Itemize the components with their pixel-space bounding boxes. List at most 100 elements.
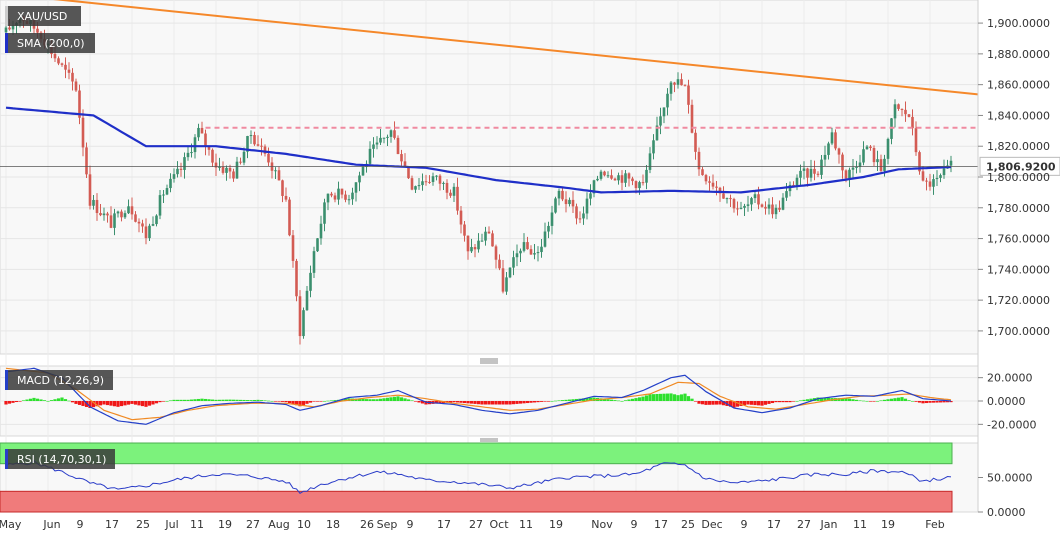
macd-histogram-bar [711,401,715,405]
candle-body [36,28,39,33]
candle-body [242,151,246,163]
candle-body [67,69,71,73]
price-tick-label: 1,780.0000 [987,202,1050,215]
x-tick-label: 25 [681,518,695,531]
macd-histogram-bar [109,401,113,406]
macd-histogram-bar [840,398,845,401]
candle-body [638,182,641,189]
macd-histogram-bar [900,397,904,401]
candle-body [351,192,354,200]
macd-histogram-bar [319,401,323,402]
macd-tick-label: 20.0000 [987,372,1033,385]
macd-histogram-bar [102,401,106,405]
candle-body [358,175,361,183]
macd-histogram-bar [168,400,173,402]
macd-histogram-bar [497,401,502,405]
rsi-line [5,460,952,494]
macd-histogram-bar [224,399,229,401]
macd-histogram-bar [851,399,855,401]
macd-histogram-bar [410,400,414,402]
x-tick-label: Oct [489,518,509,531]
candle-body [389,130,393,137]
candle-body [764,206,767,209]
candle-body [494,246,498,260]
candle-body [834,132,837,149]
candle-body [932,179,935,187]
macd-histogram-bar [67,400,71,402]
candle-body [529,249,533,255]
macd-histogram-bar [375,399,379,401]
candle-body [372,144,375,149]
macd-histogram-bar [210,399,215,401]
candle-body [484,231,487,241]
x-tick-label: Aug [268,518,289,531]
macd-histogram-bar [714,401,719,405]
macd-histogram-bar [637,397,642,401]
candle-body [228,167,232,172]
macd-histogram-bar [308,401,313,403]
macd-histogram-bar [536,401,540,403]
candle-body [344,194,347,200]
candle-body [536,252,540,254]
macd-histogram-bar [371,399,376,401]
candle-body [802,168,806,171]
macd-histogram-bar [662,393,666,401]
candle-body [221,166,225,173]
candle-body [596,178,599,181]
candle-body [480,240,484,242]
candle-body [543,231,547,247]
candle-body [617,175,620,181]
candle-body [214,162,218,168]
macd-histogram-bar [543,401,547,402]
x-tick-label: 26 [360,518,374,531]
candle-body [116,211,120,214]
candle-body [375,142,379,145]
macd-histogram-bar [903,398,908,401]
candle-body [683,85,687,87]
x-tick-label: 27 [469,518,483,531]
macd-histogram-bar [399,397,404,401]
candle-body [445,182,449,193]
macd-histogram-bar [252,399,257,401]
candle-body [144,226,148,239]
candle-body [771,204,774,215]
macd-histogram-bar [382,398,386,401]
x-tick-label: 17 [437,518,451,531]
candle-body [921,171,925,181]
candle-body [211,149,214,163]
x-tick-label: 11 [519,518,533,531]
macd-histogram-bar [200,398,204,401]
macd-histogram-bar [683,393,687,401]
candle-body [648,153,652,170]
macd-histogram-bar [165,401,169,402]
macd-histogram-bar [60,397,64,401]
candle-body [739,207,743,209]
panel-labels: XAU/USD SMA (200,0) MACD (12,26,9) RSI (14,… [5,6,115,469]
candle-body [330,193,333,196]
macd-histogram-bar [466,401,470,404]
candle-body [123,213,127,218]
candle-body [799,170,802,178]
macd-histogram-bar [886,399,890,401]
x-tick-label: 27 [246,518,260,531]
candle-body [396,137,400,155]
macd-histogram-bar [641,396,645,401]
candle-body [333,195,337,200]
macd-histogram-bar [588,397,593,401]
x-tick-label: 27 [797,518,811,531]
candle-body [554,198,557,213]
candle-body [935,177,939,180]
candle-body [113,213,116,228]
macd-histogram-bar [238,399,243,401]
macd-histogram-bar [259,400,264,401]
candle-body [652,140,655,154]
macd-histogram-bar [949,401,953,403]
x-tick-label: 10 [297,518,311,531]
candle-body [704,175,708,182]
candle-body [8,27,11,30]
candle-body [645,169,648,183]
macd-histogram-bar [872,401,876,402]
macd-histogram-bar [207,399,211,401]
